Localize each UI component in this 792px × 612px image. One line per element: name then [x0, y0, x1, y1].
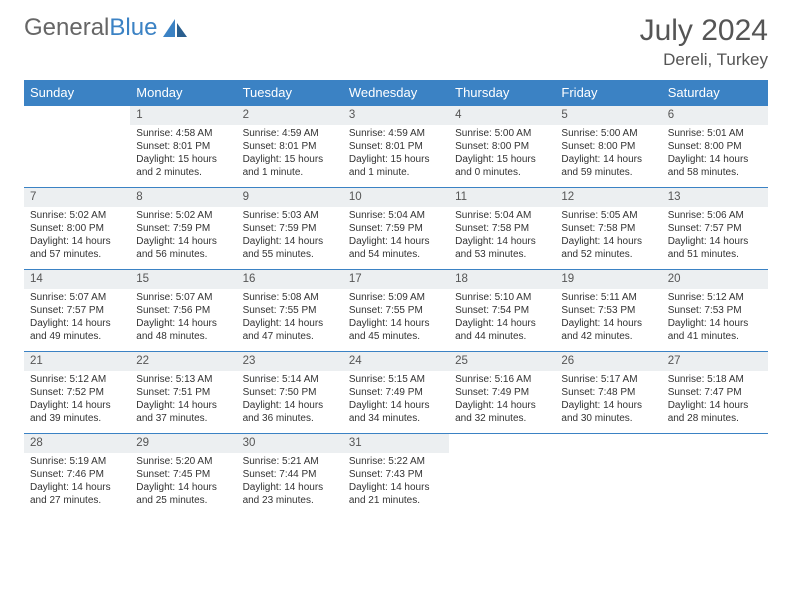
daynum-cell: [662, 433, 768, 452]
daynum-cell: 7: [24, 187, 130, 206]
day-data-cell: Sunrise: 5:16 AMSunset: 7:49 PMDaylight:…: [449, 371, 555, 434]
day-data-cell: Sunrise: 5:08 AMSunset: 7:55 PMDaylight:…: [237, 289, 343, 352]
day-data-cell: Sunrise: 5:00 AMSunset: 8:00 PMDaylight:…: [449, 125, 555, 188]
daynum-cell: 31: [343, 433, 449, 452]
day-data-cell: Sunrise: 5:17 AMSunset: 7:48 PMDaylight:…: [555, 371, 661, 434]
day-data-cell: [24, 125, 130, 188]
daynum-cell: 30: [237, 433, 343, 452]
day-data-cell: [662, 453, 768, 515]
daynum-cell: 4: [449, 106, 555, 125]
day-data-cell: Sunrise: 5:20 AMSunset: 7:45 PMDaylight:…: [130, 453, 236, 515]
day-data-cell: Sunrise: 5:22 AMSunset: 7:43 PMDaylight:…: [343, 453, 449, 515]
day-data-cell: Sunrise: 4:59 AMSunset: 8:01 PMDaylight:…: [237, 125, 343, 188]
day-data-cell: Sunrise: 5:15 AMSunset: 7:49 PMDaylight:…: [343, 371, 449, 434]
day-data-cell: Sunrise: 5:09 AMSunset: 7:55 PMDaylight:…: [343, 289, 449, 352]
daynum-cell: 3: [343, 106, 449, 125]
day-data-cell: Sunrise: 5:12 AMSunset: 7:52 PMDaylight:…: [24, 371, 130, 434]
logo-text-2: Blue: [109, 14, 157, 41]
dayname-4: Thursday: [449, 80, 555, 106]
daynum-cell: 12: [555, 187, 661, 206]
daynum-cell: [24, 106, 130, 125]
dayname-1: Monday: [130, 80, 236, 106]
day-data-cell: Sunrise: 5:06 AMSunset: 7:57 PMDaylight:…: [662, 207, 768, 270]
logo-sail-icon: [161, 17, 189, 39]
logo: GeneralBlue: [24, 14, 189, 42]
day-data-cell: Sunrise: 5:01 AMSunset: 8:00 PMDaylight:…: [662, 125, 768, 188]
daynum-cell: 14: [24, 269, 130, 288]
day-data-cell: Sunrise: 5:03 AMSunset: 7:59 PMDaylight:…: [237, 207, 343, 270]
daynum-cell: 27: [662, 351, 768, 370]
daynum-cell: 29: [130, 433, 236, 452]
daynum-cell: 26: [555, 351, 661, 370]
day-data-cell: Sunrise: 5:11 AMSunset: 7:53 PMDaylight:…: [555, 289, 661, 352]
daynum-cell: 13: [662, 187, 768, 206]
day-data-cell: Sunrise: 4:59 AMSunset: 8:01 PMDaylight:…: [343, 125, 449, 188]
day-data-cell: Sunrise: 5:18 AMSunset: 7:47 PMDaylight:…: [662, 371, 768, 434]
daynum-cell: 18: [449, 269, 555, 288]
header: GeneralBlue July 2024 Dereli, Turkey: [0, 0, 792, 74]
day-data-cell: Sunrise: 5:04 AMSunset: 7:58 PMDaylight:…: [449, 207, 555, 270]
day-data-cell: Sunrise: 5:05 AMSunset: 7:58 PMDaylight:…: [555, 207, 661, 270]
daynum-cell: 19: [555, 269, 661, 288]
day-data-cell: Sunrise: 4:58 AMSunset: 8:01 PMDaylight:…: [130, 125, 236, 188]
day-data-cell: Sunrise: 5:00 AMSunset: 8:00 PMDaylight:…: [555, 125, 661, 188]
title-area: July 2024 Dereli, Turkey: [640, 14, 768, 70]
day-data-cell: Sunrise: 5:19 AMSunset: 7:46 PMDaylight:…: [24, 453, 130, 515]
daynum-cell: 21: [24, 351, 130, 370]
logo-text-1: General: [24, 14, 109, 41]
daynum-cell: 22: [130, 351, 236, 370]
calendar-table: SundayMondayTuesdayWednesdayThursdayFrid…: [24, 80, 768, 515]
daynum-cell: 28: [24, 433, 130, 452]
day-data-cell: Sunrise: 5:10 AMSunset: 7:54 PMDaylight:…: [449, 289, 555, 352]
day-data-cell: [555, 453, 661, 515]
daynum-cell: 17: [343, 269, 449, 288]
day-data-cell: Sunrise: 5:02 AMSunset: 8:00 PMDaylight:…: [24, 207, 130, 270]
dayname-2: Tuesday: [237, 80, 343, 106]
day-data-cell: Sunrise: 5:12 AMSunset: 7:53 PMDaylight:…: [662, 289, 768, 352]
daynum-cell: 15: [130, 269, 236, 288]
daynum-cell: [555, 433, 661, 452]
daynum-cell: 25: [449, 351, 555, 370]
daynum-cell: 8: [130, 187, 236, 206]
month-title: July 2024: [640, 14, 768, 48]
day-data-cell: [449, 453, 555, 515]
dayname-3: Wednesday: [343, 80, 449, 106]
daynum-cell: 11: [449, 187, 555, 206]
daynum-cell: [449, 433, 555, 452]
daynum-cell: 5: [555, 106, 661, 125]
day-data-cell: Sunrise: 5:21 AMSunset: 7:44 PMDaylight:…: [237, 453, 343, 515]
day-data-cell: Sunrise: 5:07 AMSunset: 7:56 PMDaylight:…: [130, 289, 236, 352]
day-data-cell: Sunrise: 5:07 AMSunset: 7:57 PMDaylight:…: [24, 289, 130, 352]
daynum-cell: 24: [343, 351, 449, 370]
daynum-cell: 2: [237, 106, 343, 125]
day-data-cell: Sunrise: 5:04 AMSunset: 7:59 PMDaylight:…: [343, 207, 449, 270]
dayname-5: Friday: [555, 80, 661, 106]
dayname-6: Saturday: [662, 80, 768, 106]
daynum-cell: 16: [237, 269, 343, 288]
dayname-0: Sunday: [24, 80, 130, 106]
daynum-cell: 9: [237, 187, 343, 206]
day-data-cell: Sunrise: 5:14 AMSunset: 7:50 PMDaylight:…: [237, 371, 343, 434]
daynum-cell: 10: [343, 187, 449, 206]
day-data-cell: Sunrise: 5:02 AMSunset: 7:59 PMDaylight:…: [130, 207, 236, 270]
daynum-cell: 23: [237, 351, 343, 370]
day-data-cell: Sunrise: 5:13 AMSunset: 7:51 PMDaylight:…: [130, 371, 236, 434]
daynum-cell: 1: [130, 106, 236, 125]
daynum-cell: 20: [662, 269, 768, 288]
location: Dereli, Turkey: [640, 50, 768, 70]
daynum-cell: 6: [662, 106, 768, 125]
